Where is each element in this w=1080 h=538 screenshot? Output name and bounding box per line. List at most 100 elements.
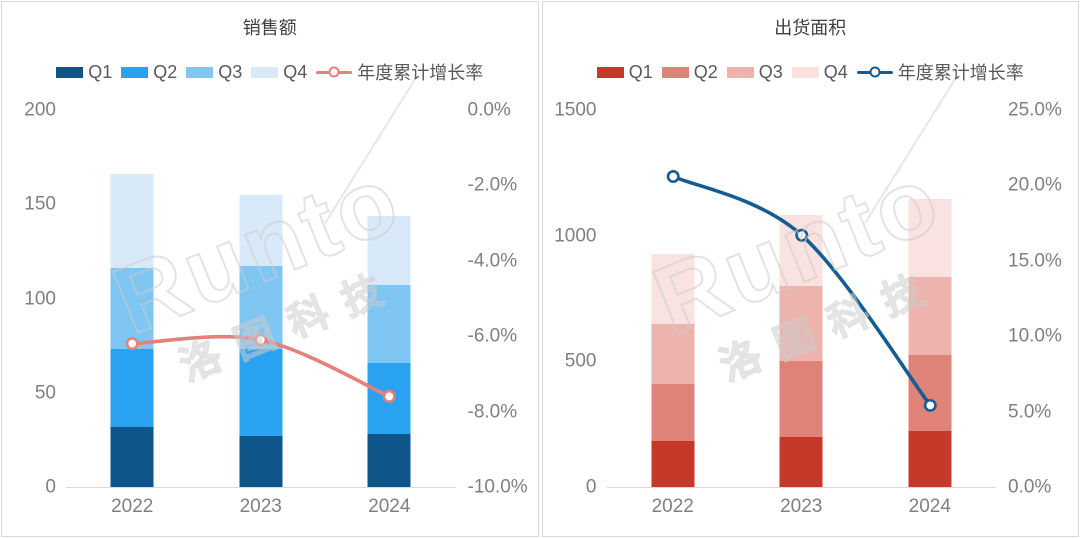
x-axis-label-2023: 2023 — [780, 496, 823, 517]
bar-axis-tick: 500 — [564, 350, 597, 372]
legend-item-q1: Q1 — [596, 61, 653, 83]
line-marker-2022 — [125, 337, 139, 351]
q1-swatch-icon — [56, 66, 84, 78]
bar-axis-tick: 50 — [34, 382, 56, 404]
bar-axis-tick: 100 — [24, 288, 56, 309]
plot-area-shipment: 1500 1000 500 0 25.0% 20.0% 15.0% 10.0% 5.0% 0.0%… — [554, 101, 1062, 518]
legend-item-q3: Q3 — [186, 62, 242, 83]
legend-label: 年度累计增长率 — [357, 63, 484, 83]
bar-segment-Q1-2024 — [908, 431, 952, 487]
legend-label: Q4 — [283, 61, 308, 82]
line-axis-tick: -6.0% — [467, 325, 518, 347]
bar-segment-Q1-2023 — [239, 436, 283, 487]
line-axis-tick: -8.0% — [467, 401, 518, 423]
bar-group-2023 — [239, 110, 283, 487]
circle-marker-icon — [869, 66, 881, 78]
legend-label: Q2 — [693, 61, 718, 82]
line-axis-tick: 10.0% — [1008, 325, 1062, 347]
growth-line — [666, 170, 937, 412]
legend-label: Q1 — [628, 61, 653, 82]
bar-axis-tick: 200 — [24, 99, 56, 121]
bar-segment-Q4-2022 — [110, 174, 154, 269]
line-marker-2023 — [794, 228, 808, 242]
bar-group-2022 — [110, 110, 154, 487]
q3-swatch-icon — [186, 66, 214, 78]
legend-item-q3: Q3 — [726, 61, 783, 83]
x-axis-label-2024: 2024 — [908, 496, 951, 517]
legend-label: Q4 — [823, 61, 848, 82]
shipment-area-chart-panel: 出货面积 Q1 Q2 Q3 Q4 年度累计增长率 1500 1000 500 0 25.… — [541, 1, 1079, 537]
bar-axis-tick: 1000 — [554, 225, 597, 247]
q4-swatch-icon — [251, 66, 279, 78]
bar-segment-Q4-2024 — [367, 215, 411, 286]
x-axis-label-2022: 2022 — [111, 496, 154, 517]
line-axis-tick: 0.0% — [467, 99, 511, 121]
bar-axis-tick: 0 — [45, 476, 56, 498]
plot-area-sales: 200 150 100 50 0 0.0% -2.0% -4.0% -6.0% -8.0% -10.… — [24, 101, 527, 518]
bar-segment-Q3-2022 — [651, 323, 695, 385]
bar-axis-tick: 150 — [24, 193, 56, 215]
legend-item-q1: Q1 — [56, 62, 112, 83]
x-axis-label-2024: 2024 — [368, 496, 411, 517]
line-marker-2023 — [254, 333, 268, 347]
legend-item-growth-line: 年度累计增长率 — [316, 59, 483, 85]
legend-item-q2: Q2 — [661, 61, 718, 83]
legend-item-q4: Q4 — [791, 61, 848, 83]
bar-segment-Q2-2023 — [239, 349, 283, 437]
legend-label: 年度累计增长率 — [897, 63, 1024, 83]
bar-segment-Q2-2023 — [779, 360, 823, 438]
legend-label: Q3 — [758, 61, 783, 82]
line-marker-2022 — [666, 170, 680, 184]
bar-segment-Q3-2024 — [367, 285, 411, 363]
q3-swatch-icon — [726, 66, 754, 78]
bar-segment-Q2-2022 — [110, 349, 154, 427]
growth-line-path — [671, 174, 932, 407]
line-axis-tick: -10.0% — [467, 476, 528, 498]
bar-segment-Q4-2023 — [239, 194, 283, 267]
circle-marker-icon — [328, 66, 340, 78]
line-axis-tick: 15.0% — [1008, 250, 1062, 272]
growth-line — [125, 333, 396, 403]
line-marker-swatch-icon — [316, 66, 353, 78]
bar-segment-Q3-2024 — [908, 277, 952, 355]
line-marker-2024 — [382, 389, 396, 403]
legend-label: Q1 — [88, 61, 113, 82]
line-axis-tick: -4.0% — [467, 250, 518, 272]
line-marker-2024 — [923, 398, 937, 412]
line-axis-tick: 5.0% — [1008, 401, 1052, 423]
bar-segment-Q3-2022 — [110, 268, 154, 350]
bar-segment-Q1-2022 — [110, 426, 154, 487]
line-axis-tick: 25.0% — [1008, 99, 1062, 121]
q2-swatch-icon — [121, 66, 149, 78]
x-axis-label-2023: 2023 — [239, 496, 282, 517]
line-axis-tick: 20.0% — [1008, 174, 1062, 196]
bar-segment-Q2-2024 — [908, 354, 952, 432]
x-axis-label-2022: 2022 — [651, 496, 694, 517]
bar-segment-Q4-2022 — [651, 254, 695, 324]
bar-group-2024 — [367, 110, 411, 487]
line-axis-tick: -2.0% — [467, 174, 518, 196]
legend-item-q4: Q4 — [251, 62, 307, 83]
bar-axis-tick: 0 — [585, 476, 597, 498]
bar-segment-Q1-2024 — [367, 434, 411, 487]
legend-label: Q3 — [218, 61, 243, 82]
line-axis-tick: 0.0% — [1008, 476, 1052, 498]
q2-swatch-icon — [661, 66, 689, 78]
line-marker-swatch-icon — [856, 66, 893, 78]
q1-swatch-icon — [596, 66, 624, 78]
legend-label: Q2 — [153, 61, 178, 82]
chart-title-sales: 销售额 — [242, 18, 297, 38]
sales-chart-panel: 销售额 Q1 Q2 Q3 Q4 年度累计增长率 200 150 100 50 0 0.0%… — [1, 1, 539, 537]
bar-segment-Q1-2023 — [779, 437, 823, 487]
bar-segment-Q2-2022 — [651, 384, 695, 442]
q4-swatch-icon — [791, 66, 819, 78]
bar-segment-Q3-2023 — [779, 285, 823, 361]
bar-axis-tick: 1500 — [554, 99, 597, 121]
legend-item-growth-line: 年度累计增长率 — [856, 59, 1024, 85]
legend-shipment: Q1 Q2 Q3 Q4 年度累计增长率 — [543, 59, 1079, 85]
bar-group-2022 — [651, 110, 695, 487]
chart-title-shipment: 出货面积 — [774, 18, 847, 38]
bar-segment-Q1-2022 — [651, 441, 695, 487]
legend-sales: Q1 Q2 Q3 Q4 年度累计增长率 — [2, 59, 538, 85]
